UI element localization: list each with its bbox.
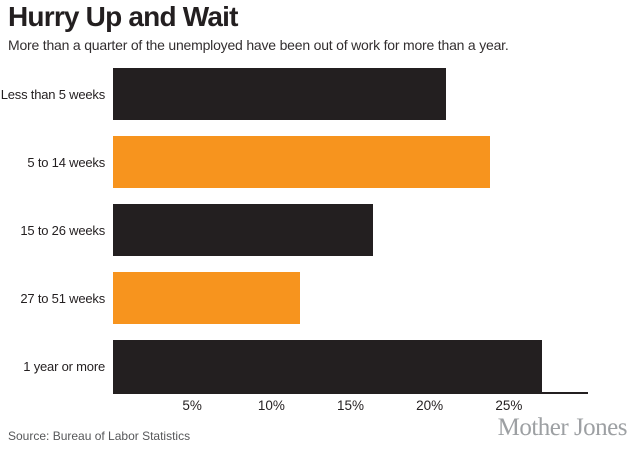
bar-track [113,68,588,120]
bar [113,272,300,324]
category-label: 1 year or more [23,358,105,374]
bar [113,68,446,120]
bar [113,204,373,256]
bar-rows: Less than 5 weeks 5 to 14 weeks 15 to 26 w… [0,68,630,408]
bar-track [113,272,588,324]
category-label: 27 to 51 weeks [20,290,105,306]
bar-track [113,340,588,392]
chart-subtitle: More than a quarter of the unemployed ha… [8,37,509,53]
bar [113,136,490,188]
category-label: 5 to 14 weeks [27,154,105,170]
bar [113,340,543,392]
category-label: Less than 5 weeks [0,86,105,102]
source-note: Source: Bureau of Labor Statistics [8,429,191,443]
mother-jones-logo: Mother Jones [497,414,628,441]
bar-row: 5 to 14 weeks [0,136,630,188]
bar-track [113,204,588,256]
x-tick-label: 15% [336,398,365,413]
category-label: 15 to 26 weeks [20,222,105,238]
bar-row: Less than 5 weeks [0,68,630,120]
x-tick-label: 25% [495,398,523,413]
bar-row: 27 to 51 weeks [0,272,630,324]
x-axis-ticks: 5% 10% 15% 20% 25% [113,398,588,416]
bar-row: 15 to 26 weeks [0,204,630,256]
x-tick-label: 5% [182,398,202,413]
x-tick-label: 20% [416,398,444,413]
bar-row: 1 year or more [0,340,630,392]
chart-title: Hurry Up and Wait [8,1,238,32]
bar-track [113,136,588,188]
x-axis-line [113,392,588,394]
x-tick-label: 10% [257,398,285,413]
